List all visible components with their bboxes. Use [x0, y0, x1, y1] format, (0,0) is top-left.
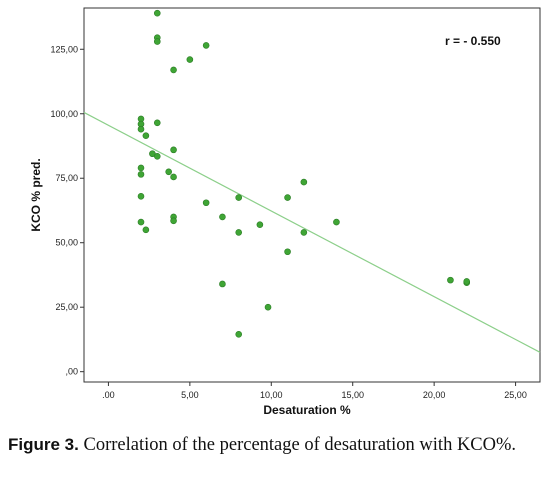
data-point: [170, 66, 177, 74]
data-point: [202, 199, 210, 207]
data-point: [170, 217, 177, 225]
x-tick-label: 15,00: [341, 390, 364, 400]
scatter-chart: .00 5,00 10,00 15,00 20,00 25,00 ,00 25,00 50,0…: [29, 7, 541, 417]
data-point: [256, 221, 264, 228]
data-point: [235, 229, 243, 236]
data-point: [219, 213, 226, 221]
data-point: [142, 132, 150, 139]
data-point: [186, 56, 194, 63]
y-tick-label: 75,00: [55, 173, 78, 183]
data-point: [284, 194, 291, 201]
data-point: [137, 218, 145, 226]
data-point: [284, 248, 291, 256]
x-tick-label: 10,00: [260, 390, 283, 400]
data-point: [142, 226, 150, 234]
data-points: [137, 9, 471, 338]
data-point: [300, 178, 308, 186]
data-point: [170, 146, 177, 154]
data-point: [170, 173, 177, 181]
figure-label: Figure 3.: [8, 435, 79, 454]
y-tick-label: 25,00: [55, 302, 78, 312]
y-tick-label: 50,00: [55, 238, 78, 248]
x-tick-label: 25,00: [504, 390, 527, 400]
y-tick-label: 125,00: [50, 44, 78, 54]
data-point: [153, 119, 161, 127]
x-tick-label: 5,00: [181, 390, 199, 400]
plot-frame: [83, 7, 541, 383]
data-point: [447, 276, 454, 284]
data-point: [137, 171, 145, 178]
x-tick-label: .00: [102, 390, 115, 400]
figure-caption-text: Correlation of the percentage of desatur…: [78, 435, 517, 455]
data-point: [153, 9, 161, 17]
y-tick-label: ,00: [65, 367, 78, 377]
regression-line: [83, 111, 541, 353]
y-axis-ticks: ,00 25,00 50,00 75,00 100,00 125,00: [50, 44, 84, 377]
y-tick-label: 100,00: [50, 109, 78, 119]
figure-caption: Figure 3. Correlation of the percentage …: [8, 432, 545, 458]
x-tick-label: 20,00: [423, 390, 446, 400]
y-axis-title: KCO % pred.: [29, 158, 43, 231]
data-point: [219, 280, 226, 288]
data-point: [235, 330, 243, 338]
data-point: [137, 192, 145, 200]
data-point: [463, 278, 471, 285]
data-point: [137, 164, 145, 172]
data-point: [333, 218, 340, 226]
data-point: [235, 194, 243, 201]
x-axis-ticks: .00 5,00 10,00 15,00 20,00 25,00: [102, 382, 527, 400]
data-point: [165, 168, 172, 176]
data-point: [300, 229, 308, 236]
x-axis-title: Desaturation %: [263, 403, 351, 417]
data-point: [153, 153, 161, 160]
data-point: [153, 38, 161, 45]
data-point: [202, 42, 210, 49]
data-point: [137, 125, 145, 133]
correlation-annotation: r = - 0.550: [445, 34, 501, 48]
data-point: [264, 303, 272, 311]
